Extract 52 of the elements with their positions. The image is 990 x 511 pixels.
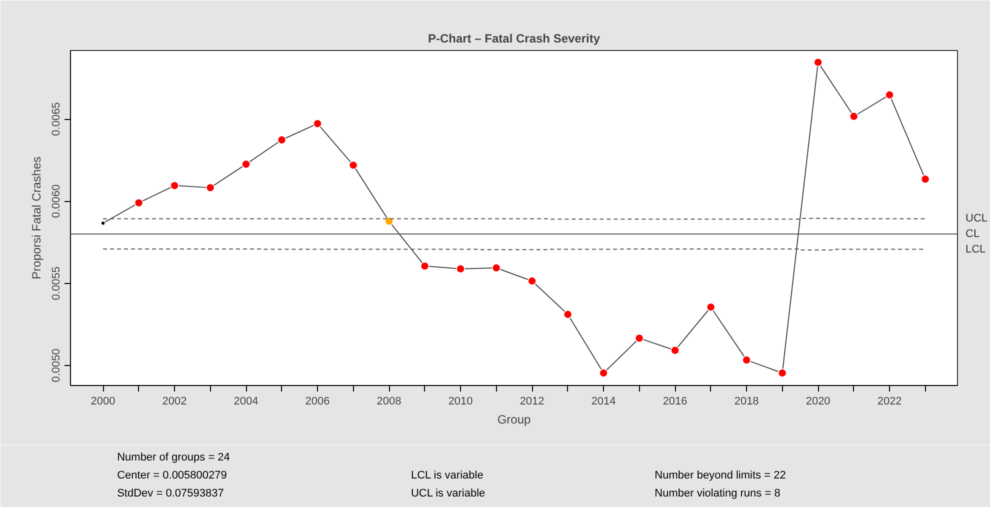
text: Center = 0.005800279 (117, 470, 227, 482)
ref-line-label: CL (966, 228, 980, 240)
text: LCL is variable (410, 470, 484, 482)
point (134, 198, 144, 208)
y-tick-label: 0.0065 (50, 102, 62, 136)
point (348, 160, 358, 170)
x-tick-label: 2014 (591, 396, 616, 408)
point (920, 174, 930, 184)
x-tick-label: 2018 (734, 396, 759, 408)
x-tick-label: 2012 (520, 396, 544, 408)
point (313, 119, 322, 128)
point (742, 356, 751, 364)
point (778, 368, 787, 378)
y-tick-label: 0.0055 (50, 266, 62, 300)
point (670, 346, 680, 355)
x-tick-label: 2022 (877, 396, 902, 408)
point (849, 112, 858, 121)
x-tick-label: 2016 (662, 396, 688, 408)
point (814, 58, 822, 67)
text: LCL (966, 243, 986, 256)
point (885, 90, 894, 100)
point (599, 368, 608, 378)
point (456, 264, 465, 274)
x-tick-label: 2010 (448, 396, 473, 408)
point (206, 183, 215, 192)
x-tick-label: 2002 (162, 396, 187, 408)
x-tick-label: 2006 (305, 396, 330, 408)
point (384, 216, 394, 226)
x-tick-label: 2000 (90, 396, 116, 408)
y-tick-label: 0.0050 (50, 348, 62, 382)
y-axis-title: Proporsi Fatal Crashes (30, 156, 44, 280)
text: StdDev = 0.07593837 (117, 488, 224, 500)
text: UCL (966, 212, 988, 225)
point (563, 310, 572, 319)
x-axis-title: Group (497, 412, 531, 426)
point (706, 302, 716, 312)
point (492, 263, 501, 272)
point (277, 135, 286, 144)
point (528, 276, 536, 286)
text: Number violating runs = 8 (654, 488, 780, 500)
point (242, 160, 250, 169)
text: Number of groups = 24 (117, 452, 230, 464)
x-tick-label: 2008 (376, 396, 402, 408)
x-tick-label: 2020 (806, 396, 830, 408)
x-tick-label: 2004 (234, 396, 258, 408)
text: Number beyond limits = 22 (654, 470, 786, 482)
point (170, 181, 179, 190)
point (634, 334, 644, 343)
point (420, 262, 430, 270)
text: UCL is variable (410, 488, 486, 500)
y-tick-label: 0.0060 (50, 184, 62, 218)
chart-title: P-Chart – Fatal Crash Severity (428, 32, 600, 46)
